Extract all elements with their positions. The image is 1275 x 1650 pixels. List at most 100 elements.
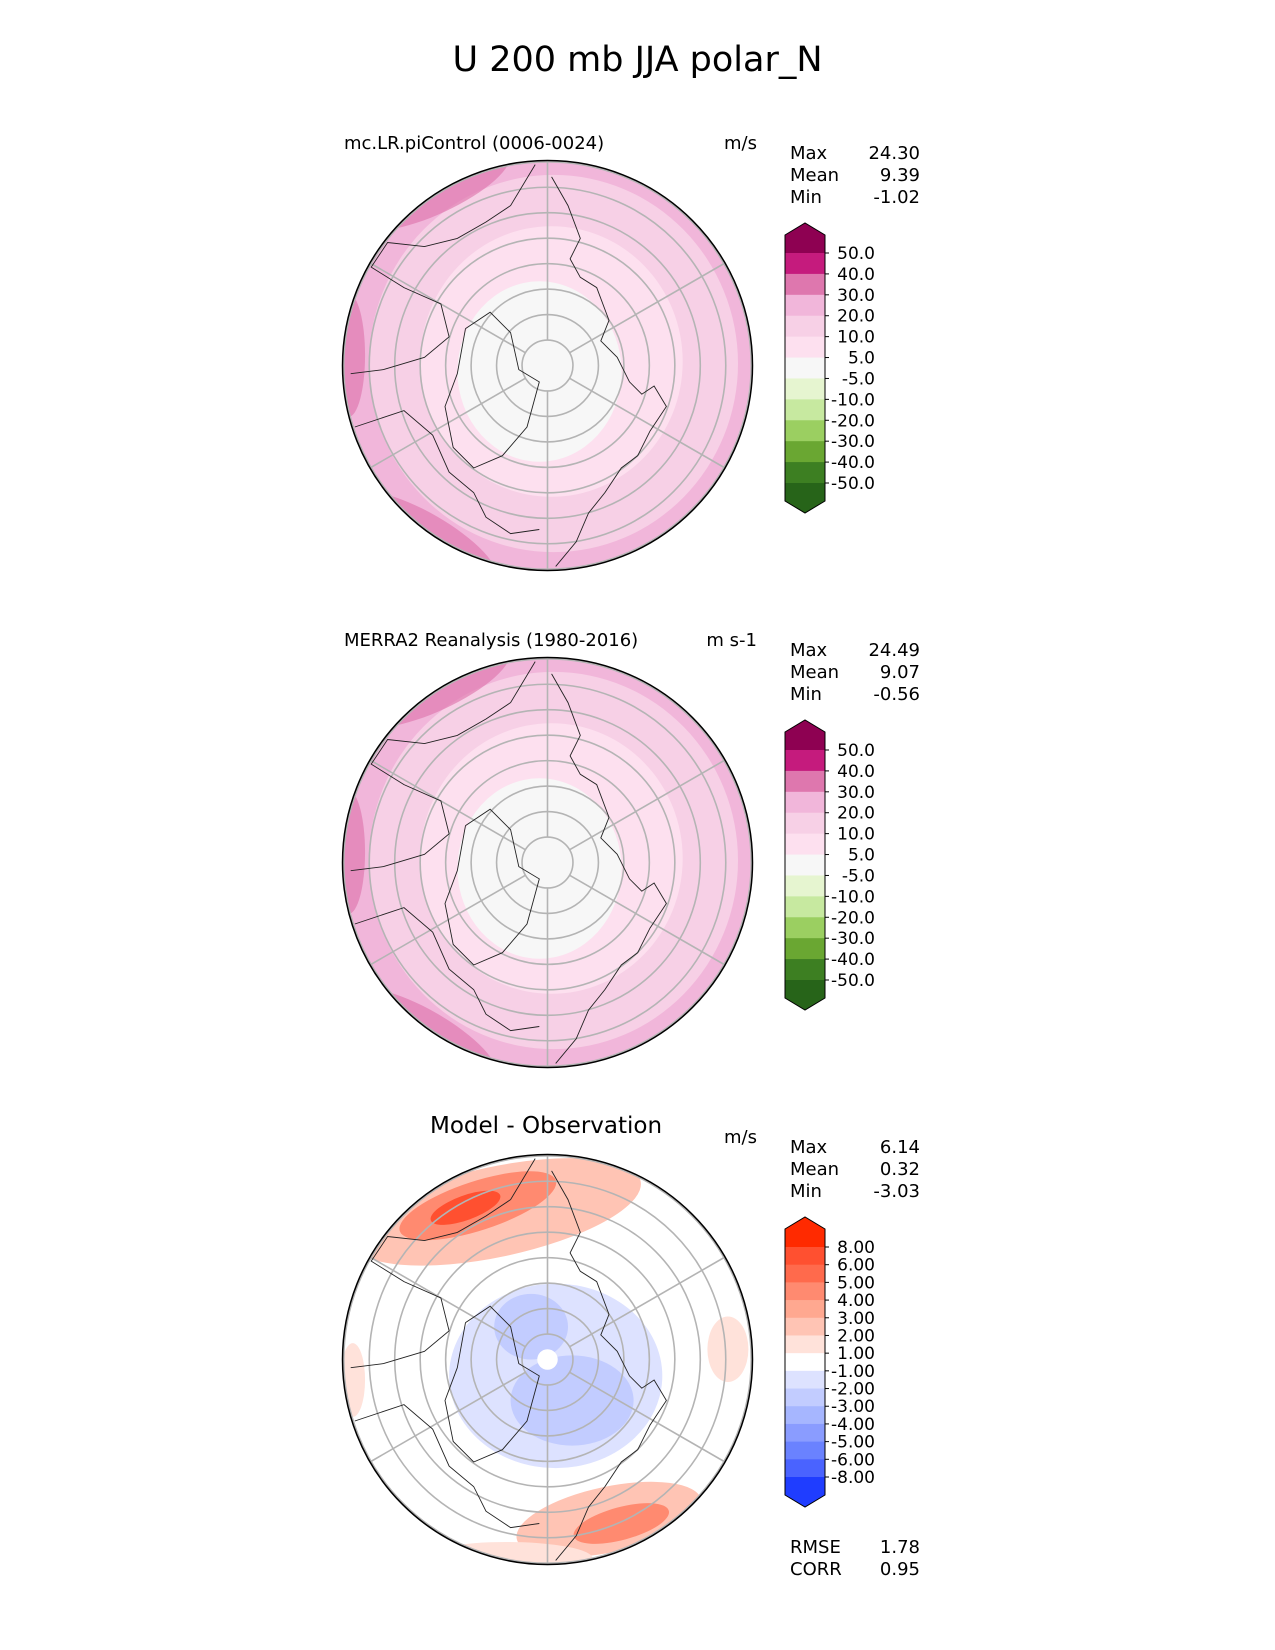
panel-title: MERRA2 Reanalysis (1980-2016) [344,630,639,651]
stats-block: Max 24.30 Mean 9.39 Min -1.02 [790,143,920,209]
colorbar-swatch [785,378,825,400]
colorbar-tick-label: 30.0 [837,286,875,306]
colorbar-tick-label: -20.0 [831,411,875,431]
meridian-line [569,874,726,966]
coastline [354,410,540,535]
panel-difference: Model - Observation m/s Max 6.14 Mean 0.32… [0,1113,1275,1607]
colorbar: 50.040.030.020.010.05.0-5.0-10.0-20.0-30… [784,222,875,514]
meridian-line [369,759,526,851]
colorbar-swatch [785,441,825,463]
colorbar-tick-label: 5.0 [848,846,875,866]
colorbar-swatch [785,791,825,814]
panel-units: m s-1 [706,630,757,651]
colorbar-swatch [785,1459,825,1478]
panel-observation: MERRA2 Reanalysis (1980-2016) m s-1 Max 2… [0,630,1275,1110]
colorbar-swatch [785,1388,825,1407]
meridian-line [369,262,526,354]
colorbar-extend-bottom [785,1477,825,1507]
colorbar-outline [784,719,826,1011]
colorbar-swatch [785,1264,825,1283]
coastlines [350,164,667,567]
colorbar-tick-label: -2.00 [831,1380,875,1400]
colorbar-tick-label: 30.0 [837,783,875,803]
negative-anomaly [510,1355,634,1446]
colorbar-swatch [785,1282,825,1301]
stat-max-label: Max [790,143,828,164]
colorbar: 50.040.030.020.010.05.0-5.0-10.0-20.0-30… [784,719,875,1011]
pole-gap [537,1349,558,1370]
colorbar-tick-label: 2.00 [837,1326,875,1346]
meridian-line [569,1256,726,1348]
rmse-value: 1.78 [879,1537,920,1558]
colorbar-tick-label: 4.00 [837,1291,875,1311]
colorbar-swatch [785,1423,825,1443]
colorbar-swatches [785,223,825,513]
stats-block: Max 24.49 Mean 9.07 Min -0.56 [790,640,920,706]
colorbar-tick-label: -5.0 [842,369,875,389]
colorbar-extend-bottom [785,483,825,513]
jet-patch [342,293,366,417]
colorbar-extend-top [785,223,825,253]
colorbar-swatch [785,336,825,359]
panel-title: mc.LR.piControl (0006-0024) [344,133,605,154]
colorbar-tick-label: -50.0 [831,971,875,991]
colorbar-tick-label: -40.0 [831,453,875,473]
stat-mean-value: 9.39 [879,165,920,186]
colorbar-swatch [785,812,825,835]
map-fill [342,1154,753,1565]
stat-max-value: 24.49 [868,640,920,661]
coastlines [350,1158,667,1561]
graticule [342,160,753,571]
polar-map [341,159,754,572]
stat-max-value: 6.14 [879,1137,920,1158]
positive-anomaly [573,1503,670,1544]
coastline [350,164,536,375]
colorbar-tick-label: 40.0 [837,762,875,782]
colorbar-swatch [785,273,825,296]
polar-map [341,656,754,1069]
coastline [354,907,540,1032]
meridian-line [569,262,726,354]
colorbar-tick-label: 20.0 [837,307,875,327]
colorbar-swatch [785,875,825,897]
stat-max-label: Max [790,1137,828,1158]
map-border [341,656,754,1069]
latitude-circle [521,836,574,889]
colorbar-tick-label: -5.00 [831,1433,875,1453]
colorbar-tick-label: 5.0 [848,349,875,369]
stat-mean-label: Mean [790,662,840,683]
positive-anomaly [707,1316,749,1383]
map-border [341,159,754,572]
stat-min-label: Min [790,1181,822,1202]
coastline [551,673,667,1064]
stat-mean-value: 9.07 [879,662,920,683]
meridian-line [369,1371,526,1463]
panel-model: mc.LR.piControl (0006-0024) m/s Max 24.30… [0,133,1275,613]
graticule [342,1154,753,1565]
rmse-label: RMSE [790,1537,841,1558]
stat-mean-label: Mean [790,165,840,186]
colorbar-extend-bottom [785,980,825,1010]
colorbar-tick-label: 10.0 [837,825,875,845]
colorbar-swatch [785,896,825,918]
colorbar-swatch [785,399,825,421]
meridian-line [569,377,726,469]
colorbar-outline [784,1216,826,1508]
metrics-block: RMSE 1.78 CORR 0.95 [790,1537,920,1581]
coastlines [350,661,667,1064]
stat-min-label: Min [790,684,822,705]
stat-max-label: Max [790,640,828,661]
stat-min-value: -1.02 [873,187,920,208]
map-border [341,1153,754,1566]
stats-block: Max 6.14 Mean 0.32 Min -3.03 [790,1137,920,1203]
colorbar-swatch [785,1353,825,1372]
latitude-circle [521,339,574,392]
colorbar-swatch [785,253,825,275]
colorbar-swatch [785,1370,825,1390]
colorbar-swatch [785,959,825,981]
corr-label: CORR [790,1559,842,1580]
colorbar-swatch [785,1317,825,1336]
colorbar-swatch [785,833,825,856]
stat-mean-value: 0.32 [879,1159,920,1180]
map-fill [342,657,753,1068]
